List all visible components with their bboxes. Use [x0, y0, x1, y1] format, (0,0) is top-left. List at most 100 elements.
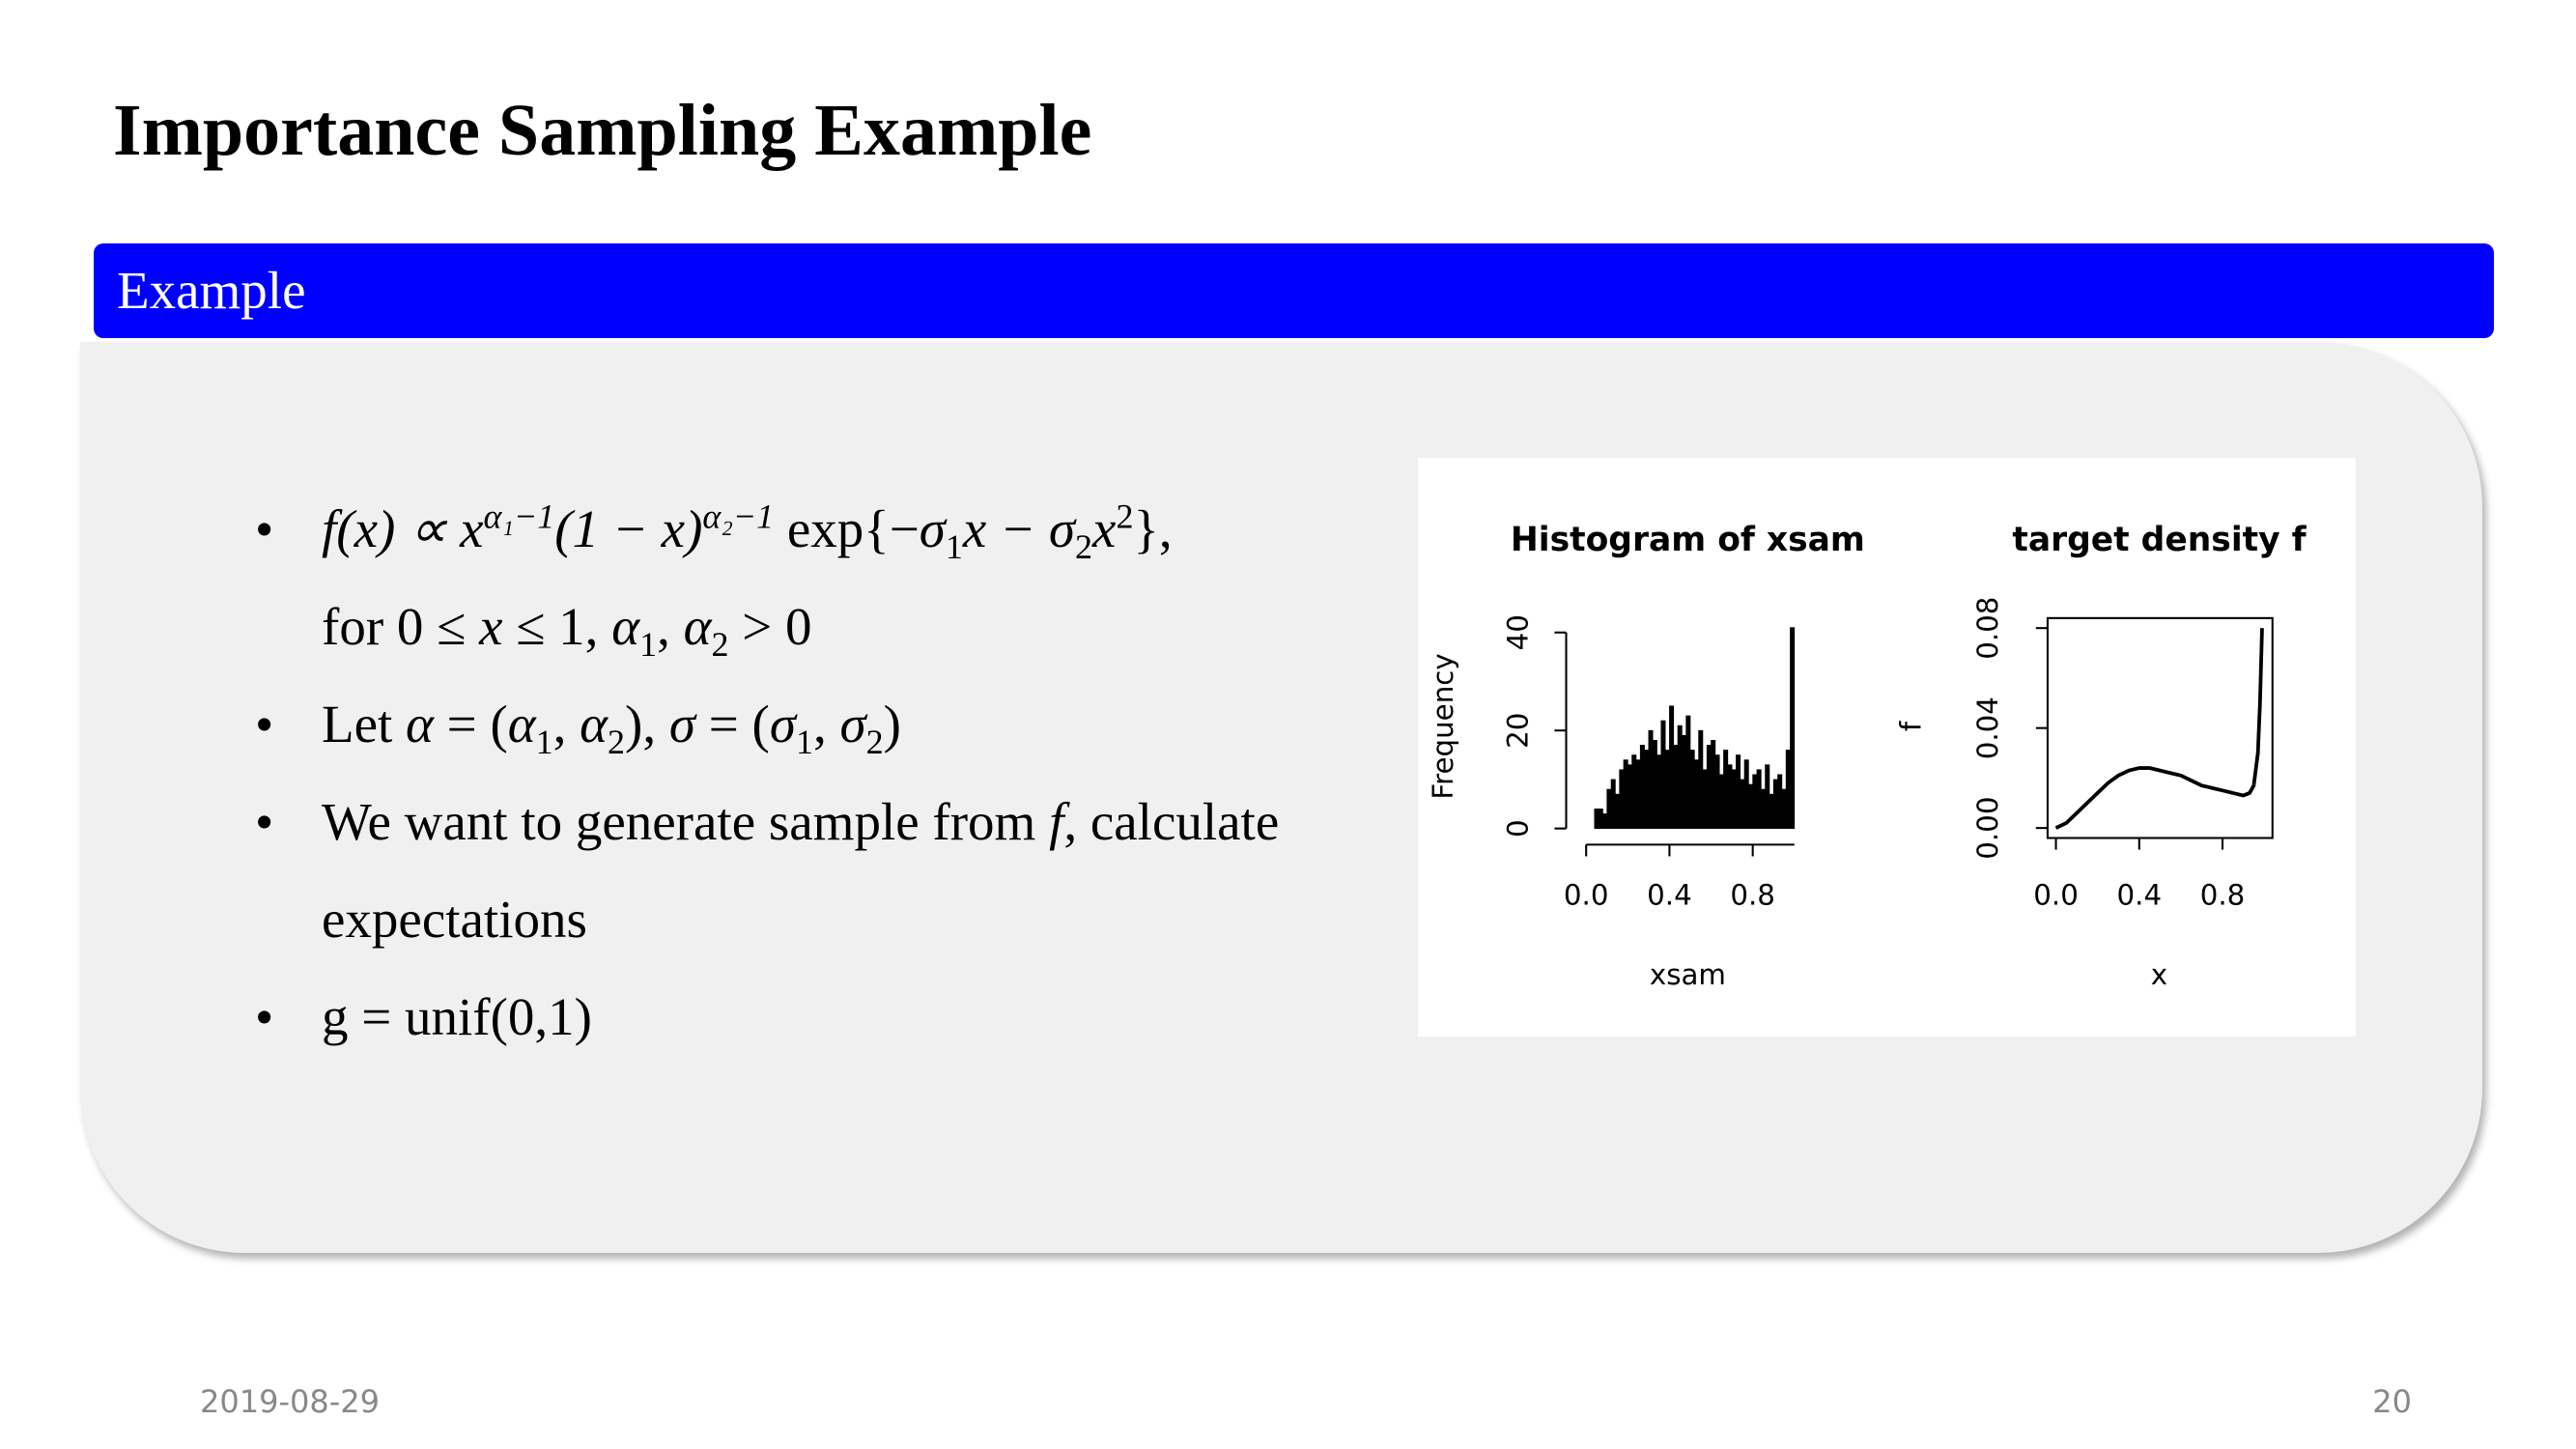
bullet-item: g = unif(0,1)	[255, 968, 1414, 1065]
histogram-bar	[1677, 724, 1683, 829]
text-run: 2	[711, 625, 729, 664]
text-run: 1	[795, 723, 813, 761]
x-axis-label: x	[2151, 958, 2167, 991]
text-run: x − σ	[962, 499, 1076, 558]
text-run: σ	[769, 695, 796, 753]
histogram-bar	[1790, 627, 1796, 829]
histogram-bar	[1731, 769, 1737, 829]
text-run: },	[1133, 499, 1173, 558]
histogram-bar	[1635, 759, 1641, 829]
text-run: We want to generate sample from	[322, 792, 1050, 851]
y-tick-label: 20	[1502, 713, 1535, 749]
x-tick-label: 0.4	[1647, 878, 1692, 911]
histogram-bar	[1769, 793, 1774, 829]
histogram-bar	[1714, 754, 1720, 829]
x-tick-label: 0.0	[1564, 878, 1609, 911]
bullet-item: f(x) ∝ xα₁−1(1 − x)α₂−1 exp{−σ1x − σ2x2}…	[255, 480, 1414, 578]
bullet-continuation: expectations	[255, 870, 1414, 968]
figure: Histogram of xsam xsam Frequency 0.0 0.4 0.8 0…	[1418, 458, 2356, 1037]
block-title: Example	[117, 261, 306, 320]
text-run: x	[1092, 499, 1117, 558]
density-line	[2054, 628, 2264, 830]
y-tick-label: 0.04	[1971, 696, 2004, 759]
histogram-bar	[1777, 774, 1783, 829]
histogram-bar	[1602, 813, 1608, 829]
text-run: for 0 ≤	[322, 597, 480, 656]
text-run: α₁−1	[483, 497, 555, 536]
text-run: σ	[668, 695, 695, 753]
plot-box	[2046, 616, 2274, 839]
histogram-bar	[1718, 774, 1724, 829]
histogram-bar	[1689, 750, 1695, 829]
histogram-bar	[1644, 750, 1650, 829]
histogram-bar	[1623, 759, 1628, 829]
slide-title: Importance Sampling Example	[113, 90, 1092, 171]
histogram-bar	[1685, 715, 1691, 829]
histogram-bar	[1669, 705, 1675, 829]
date: 2019-08-29	[200, 1383, 380, 1420]
histogram-bar	[1693, 759, 1699, 829]
text-run: 2	[1116, 497, 1134, 536]
histogram-bar	[1765, 764, 1770, 829]
block-header: Example	[94, 243, 2494, 338]
text-run: ,	[812, 695, 840, 753]
histogram-bar	[1648, 729, 1654, 829]
chart-title: Histogram of xsam	[1511, 521, 1865, 559]
histogram-bar	[1615, 793, 1621, 829]
text-run: f(x) ∝ x	[322, 499, 484, 558]
histogram-bar	[1610, 779, 1616, 829]
bullet-item: We want to generate sample from f, calcu…	[255, 773, 1414, 870]
y-tick-label: 0.08	[1971, 597, 2004, 660]
x-axis-label: xsam	[1650, 958, 1726, 991]
text-run: 2	[865, 723, 884, 761]
text-run: ),	[625, 695, 669, 753]
text-run: 2	[1075, 527, 1093, 566]
histogram-bar	[1631, 754, 1637, 829]
text-run: , calculate	[1063, 792, 1280, 851]
histogram-bar	[1619, 769, 1625, 829]
bullet-item: Let α = (α1, α2), σ = (σ1, σ2)	[255, 675, 1414, 773]
text-run: exp{−	[774, 499, 920, 558]
histogram-bar	[1627, 764, 1632, 829]
bullet-continuation: for 0 ≤ x ≤ 1, α1, α2 > 0	[255, 578, 1414, 675]
text-run: > 0	[728, 597, 812, 656]
histogram-bar	[1594, 809, 1599, 829]
histogram-bar	[1702, 769, 1708, 829]
text-run: )	[883, 695, 901, 753]
histogram-bar	[1756, 769, 1762, 829]
histogram-bar	[1706, 745, 1712, 829]
histogram-bar	[1698, 729, 1704, 829]
y-tick-label: 40	[1502, 614, 1535, 650]
histogram-bar	[1673, 745, 1679, 829]
text-run: ,	[552, 695, 580, 753]
text-run: = (	[694, 695, 770, 753]
x-tick-label: 0.8	[1730, 878, 1775, 911]
text-run: = (	[433, 695, 508, 753]
text-run: α	[406, 695, 434, 753]
text-run: g = unif(0,1)	[322, 987, 592, 1046]
text-run: expectations	[322, 890, 587, 949]
histogram-bar	[1740, 779, 1745, 829]
histogram-bar	[1748, 783, 1754, 829]
histogram-bar	[1656, 754, 1662, 829]
histogram-bar	[1723, 750, 1729, 829]
y-axis-label: Frequency	[1427, 653, 1459, 799]
histogram-bar	[1736, 754, 1741, 829]
text-run: 1	[945, 527, 963, 566]
y-axis-label: f	[1895, 721, 1928, 731]
text-run: 2	[608, 723, 626, 761]
x-tick-label: 0.0	[2033, 878, 2079, 911]
text-run: f	[1049, 792, 1064, 851]
text-run: α₂−1	[702, 497, 775, 536]
histogram-bar	[1660, 720, 1666, 829]
x-tick-label: 0.4	[2116, 878, 2162, 911]
text-run: 1	[535, 723, 553, 761]
text-run: σ	[839, 695, 866, 753]
histogram-bar	[1752, 774, 1758, 829]
histogram-bar	[1682, 734, 1687, 829]
histogram-bar	[1639, 745, 1645, 829]
histogram-bar	[1711, 740, 1716, 829]
y-tick-label: 0.00	[1971, 797, 2004, 860]
page-number: 20	[2372, 1383, 2412, 1420]
